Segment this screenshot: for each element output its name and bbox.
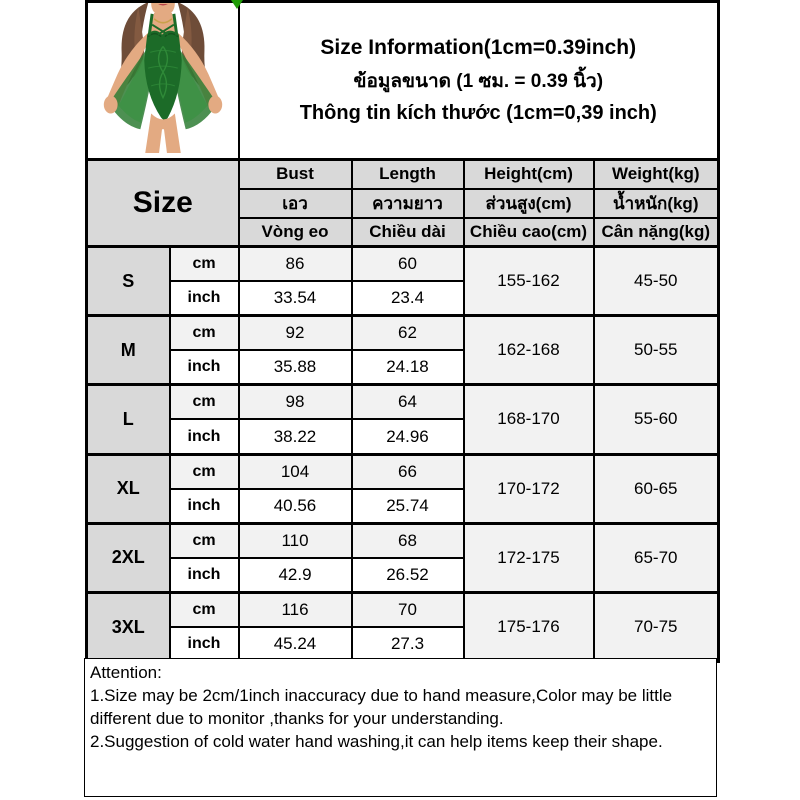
bust-cm-value: 116 xyxy=(237,590,353,629)
weight-range: 70-75 xyxy=(592,590,720,663)
attention-heading: Attention: xyxy=(90,663,162,682)
table-row: inch 42.9 26.52 xyxy=(87,556,719,594)
size-label-m: M xyxy=(85,314,171,386)
title-english: Size Information(1cm=0.39inch) xyxy=(320,36,637,59)
bust-inch-value: 35.88 xyxy=(237,349,353,386)
unit-label: inch xyxy=(168,487,240,525)
col-header-bust-th: เอว xyxy=(237,187,353,219)
attention-note-1: 1.Size may be 2cm/1inch inaccuracy due t… xyxy=(90,686,673,728)
table-row: M cm 92 62 162-168 50-55 xyxy=(85,314,720,386)
table-row: inch 33.54 23.4 xyxy=(87,280,719,317)
bust-inch-value: 40.56 xyxy=(237,487,353,525)
size-header: Size xyxy=(85,158,240,248)
col-header-weight-en: Weight(kg) xyxy=(592,158,720,190)
product-photo-green-babydoll xyxy=(88,3,237,153)
bust-inch-value: 42.9 xyxy=(237,556,353,594)
col-header-length-th: ความยาว xyxy=(350,187,465,219)
unit-label: inch xyxy=(168,280,240,317)
col-header-weight-vi: Cân nặng(kg) xyxy=(592,216,720,248)
bust-inch-value: 33.54 xyxy=(237,280,353,317)
unit-label: inch xyxy=(168,626,240,663)
col-header-height-en: Height(cm) xyxy=(462,158,595,190)
table-row: XL cm 104 66 170-172 60-65 xyxy=(85,452,720,525)
size-label-l: L xyxy=(85,383,171,456)
unit-label: cm xyxy=(168,383,240,421)
bust-cm-value: 92 xyxy=(237,314,353,352)
unit-label: cm xyxy=(168,521,240,559)
bust-inch-value: 45.24 xyxy=(237,626,353,663)
bust-cm-value: 104 xyxy=(237,452,353,490)
length-inch-value: 27.3 xyxy=(350,626,465,663)
height-range: 172-175 xyxy=(462,521,595,594)
title-vietnamese: Thông tin kích thước (1cm=0,39 inch) xyxy=(299,102,657,124)
col-header-bust-en: Bust xyxy=(237,158,353,190)
size-label-xl: XL xyxy=(85,452,171,525)
title-cell: Size Information(1cm=0.39inch) ข้อมูลขนา… xyxy=(237,0,720,161)
length-cm-value: 68 xyxy=(350,521,465,559)
table-row: inch 35.88 24.18 xyxy=(87,349,719,386)
bust-cm-value: 98 xyxy=(237,383,353,421)
size-chart-table: Size Information(1cm=0.39inch) ข้อมูลขนา… xyxy=(85,0,721,664)
product-image-cell xyxy=(85,0,240,161)
unit-label: cm xyxy=(168,314,240,352)
unit-label: cm xyxy=(168,245,240,283)
unit-label: inch xyxy=(168,556,240,594)
weight-range: 55-60 xyxy=(592,383,720,456)
bust-cm-value: 86 xyxy=(237,245,353,283)
length-cm-value: 70 xyxy=(350,590,465,629)
height-range: 170-172 xyxy=(462,452,595,525)
length-inch-value: 26.52 xyxy=(350,556,465,594)
length-inch-value: 24.18 xyxy=(350,349,465,386)
unit-label: inch xyxy=(168,418,240,456)
height-range: 162-168 xyxy=(462,314,595,386)
length-cm-value: 60 xyxy=(350,245,465,283)
length-cm-value: 64 xyxy=(350,383,465,421)
col-header-length-en: Length xyxy=(350,158,465,190)
weight-range: 45-50 xyxy=(592,244,720,317)
col-header-bust-vi: Vòng eo xyxy=(237,216,353,248)
col-header-height-th: ส่วนสูง(cm) xyxy=(462,187,595,219)
size-label-s: S xyxy=(85,244,171,317)
attention-note-2: 2.Suggestion of cold water hand washing,… xyxy=(90,732,663,751)
length-cm-value: 66 xyxy=(350,452,465,490)
col-header-length-vi: Chiều dài xyxy=(350,216,465,248)
unit-label: cm xyxy=(168,590,240,629)
col-header-weight-th: น้ำหนัก(kg) xyxy=(592,187,720,219)
weight-range: 60-65 xyxy=(592,452,720,525)
size-chart-table-wrap: Size Information(1cm=0.39inch) ข้อมูลขนา… xyxy=(85,0,721,664)
length-inch-value: 25.74 xyxy=(350,487,465,525)
table-row: 2XL cm 110 68 172-175 65-70 xyxy=(85,521,720,594)
unit-label: inch xyxy=(168,349,240,386)
bust-cm-value: 110 xyxy=(237,521,353,559)
height-range: 155-162 xyxy=(462,244,595,317)
green-triangle-marker xyxy=(231,0,243,9)
length-inch-value: 23.4 xyxy=(350,280,465,317)
weight-range: 50-55 xyxy=(592,314,720,386)
table-row: inch 45.24 27.3 xyxy=(87,626,719,663)
unit-label: cm xyxy=(168,452,240,490)
weight-range: 65-70 xyxy=(592,521,720,594)
table-row: inch 38.22 24.96 xyxy=(87,418,719,456)
table-row: 3XL cm 116 70 175-176 70-75 xyxy=(85,590,720,663)
table-row: L cm 98 64 168-170 55-60 xyxy=(85,383,720,456)
table-row: S cm 86 60 155-162 45-50 xyxy=(85,244,720,317)
length-cm-value: 62 xyxy=(350,314,465,352)
size-label-2xl: 2XL xyxy=(85,521,171,594)
title-thai: ข้อมูลขนาด (1 ซม. = 0.39 นิ้ว) xyxy=(353,71,604,92)
size-label-3xl: 3XL xyxy=(85,590,171,663)
table-row: inch 40.56 25.74 xyxy=(87,487,719,525)
col-header-height-vi: Chiều cao(cm) xyxy=(462,216,595,248)
bust-inch-value: 38.22 xyxy=(237,418,353,456)
height-range: 175-176 xyxy=(462,590,595,663)
attention-notes: Attention: 1.Size may be 2cm/1inch inacc… xyxy=(84,658,717,797)
length-inch-value: 24.96 xyxy=(350,418,465,456)
height-range: 168-170 xyxy=(462,383,595,456)
